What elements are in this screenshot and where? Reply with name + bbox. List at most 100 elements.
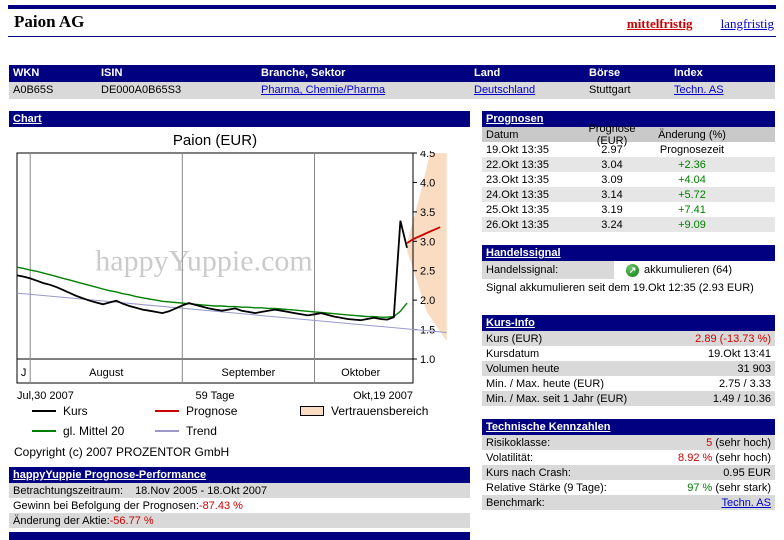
prognosen-row: 19.Okt 13:35 2.97 Prognosezeit: [482, 142, 775, 157]
row-label: Kursdatum: [486, 347, 540, 360]
value-part: 8.92 %: [678, 451, 713, 464]
info-value-link[interactable]: Pharma, Chemie/Pharma: [261, 84, 386, 96]
table-row: Min. / Max. heute (EUR) 2.75 / 3.33: [482, 376, 775, 391]
plot-border: [16, 152, 414, 384]
legend-item: Prognose: [155, 403, 300, 418]
kurs-info-rows: Kurs (EUR) 2.89 (-13.73 %) Kursdatum 19.Okt…: [482, 331, 775, 406]
info-value-link[interactable]: Deutschland: [474, 84, 536, 96]
prognosen-aenderung: +7.41: [678, 203, 706, 216]
prognosen-wert: 3.24: [601, 218, 623, 231]
info-table: WKN ISIN Branche, Sektor Land Börse Index A0B6…: [9, 65, 775, 99]
row-value: -87.43 %: [198, 499, 243, 512]
page: Paion AG mittelfristig langfristig WKN ISI…: [0, 5, 784, 540]
left-column: Chart Paion (EUR) happyYuppie.com J August…: [9, 111, 470, 540]
row-label: Benchmark:: [486, 496, 545, 509]
prognosen-aenderung: +9.09: [678, 218, 706, 231]
info-header-cell: Branche, Sektor: [257, 65, 470, 82]
info-header-cell: ISIN: [97, 65, 257, 82]
table-row: Volumen heute 31 903: [482, 361, 775, 376]
kennzahlen-section-bar: Technische Kennzahlen: [482, 419, 775, 435]
benchmark-link[interactable]: Techn. AS: [721, 496, 771, 509]
prognosen-section-link[interactable]: Prognosen: [486, 113, 544, 125]
row-value: Techn. AS: [721, 497, 771, 509]
legend-label: Prognose: [186, 403, 238, 418]
handelssignal-row: Handelssignal: ↗ akkumulieren (64): [482, 261, 775, 279]
performance-section-bar: happyYuppie Prognose-Performance: [9, 467, 470, 483]
legend-label: Kurs: [63, 403, 88, 418]
right-column: Prognosen Datum Prognose (EUR) Änderung (%…: [482, 111, 775, 540]
signal-value: akkumulieren (64): [644, 264, 733, 276]
prognosen-aenderung: Prognosezeit: [659, 143, 725, 156]
value-part: 97 %: [687, 481, 713, 494]
row-value: 5 (sehr hoch): [706, 437, 771, 449]
info-value-link[interactable]: Techn. AS: [674, 84, 724, 96]
kennzahlen-rows: Risikoklasse: 5 (sehr hoch) Volatilität: 8.…: [482, 435, 775, 510]
month-label: August: [89, 367, 123, 379]
legend-item: Kurs: [32, 403, 155, 418]
month-label: J: [21, 367, 27, 379]
info-header-cell: Index: [670, 65, 775, 82]
x-span-label: 59 Tage: [196, 390, 235, 402]
chart-section-link[interactable]: Chart: [13, 113, 42, 125]
info-value-cell: A0B65S: [9, 82, 97, 99]
row-label: Relative Stärke (9 Tage):: [486, 481, 607, 494]
row-label: Risikoklasse:: [486, 436, 551, 449]
row-label: Betrachtungszeitraum:: [13, 484, 124, 497]
kennzahlen-section-link[interactable]: Technische Kennzahlen: [486, 421, 611, 433]
prognosen-datum: 22.Okt 13:35: [486, 158, 549, 171]
prognosen-section-bar: Prognosen: [482, 111, 775, 127]
row-label: Kurs (EUR): [486, 332, 543, 345]
nav-link[interactable]: langfristig: [720, 16, 774, 31]
row-label: Gewinn bei Befolgung der Prognosen:: [13, 499, 199, 512]
table-row: Min. / Max. seit 1 Jahr (EUR) 1.49 / 10.3…: [482, 391, 775, 406]
kennzahlen-panel: Technische Kennzahlen Risikoklasse: 5 (se…: [482, 419, 775, 510]
prognosen-wert: 3.09: [601, 173, 623, 186]
row-value: 19.Okt 13:41: [708, 347, 771, 360]
legend-item: gl. Mittel 20: [32, 423, 155, 438]
handelssignal-section-link[interactable]: Handelssignal: [486, 247, 561, 259]
table-row: Kursdatum 19.Okt 13:41: [482, 346, 775, 361]
prognosen-column-headers: Datum Prognose (EUR) Änderung (%): [482, 123, 775, 147]
legend-label: gl. Mittel 20: [63, 423, 125, 438]
prognosen-aenderung: +2.36: [678, 158, 706, 171]
row-label: Min. / Max. heute (EUR): [486, 377, 604, 390]
table-row: Volatilität: 8.92 % (sehr hoch): [482, 450, 775, 465]
prognosen-datum: 25.Okt 13:35: [486, 203, 549, 216]
top-rule: [8, 5, 776, 9]
prognosen-wert: 3.19: [601, 203, 623, 216]
row-value: 8.92 % (sehr hoch): [678, 452, 771, 464]
signal-up-arrow-icon: ↗: [626, 263, 639, 277]
handelssignal-panel: Handelssignal Handelssignal: ↗ akkumulie…: [482, 245, 775, 295]
y-tick-label: 4.5: [420, 151, 435, 160]
prognosen-wert: 3.14: [601, 188, 623, 201]
kurs-info-panel: Kurs-Info Kurs (EUR) 2.89 (-13.73 %) Kursd…: [482, 315, 775, 406]
signal-since-text: Signal akkumulieren seit dem 19.Okt 12:3…: [486, 282, 754, 294]
series-line: [406, 226, 441, 244]
table-row: Benchmark: Techn. AS: [482, 495, 775, 510]
prognosen-column-header: Prognose (EUR): [588, 122, 636, 147]
row-value: 18.Nov 2005 - 18.Okt 2007: [135, 484, 268, 497]
price-chart: happyYuppie.com J August September Oktober 4.…: [9, 148, 469, 403]
prognosen-row: 22.Okt 13:35 3.04 +2.36: [482, 157, 775, 172]
prognosen-aenderung: +5.72: [678, 188, 706, 201]
prognosen-panel: Prognosen Datum Prognose (EUR) Änderung (%…: [482, 111, 775, 232]
y-tick-label: 2.5: [420, 266, 435, 278]
performance-row: Gewinn bei Befolgung der Prognosen: -87.4…: [9, 498, 470, 513]
value-part: (sehr stark): [712, 481, 771, 494]
value-part: 0.95 EUR: [723, 466, 771, 479]
info-header-cell: Börse: [585, 65, 670, 82]
nav-link[interactable]: mittelfristig: [626, 16, 693, 31]
row-label: Volatilität:: [486, 451, 534, 464]
row-label: Min. / Max. seit 1 Jahr (EUR): [486, 392, 628, 405]
legend-label: Vertrauensbereich: [331, 403, 429, 418]
info-value-text: DE000A0B65S3: [101, 84, 182, 96]
performance-row: Änderung der Aktie: -56.77 %: [9, 513, 470, 528]
chart-legend: Kurs Prognose Vertrauensbereich gl. Mittel …: [32, 403, 452, 438]
prognosen-row: 25.Okt 13:35 3.19 +7.41: [482, 202, 775, 217]
y-tick-label: 3.5: [420, 207, 435, 219]
chart-section-bar: Chart: [9, 111, 470, 127]
kurs-info-section-link[interactable]: Kurs-Info: [486, 317, 535, 329]
performance-section-link[interactable]: happyYuppie Prognose-Performance: [13, 469, 207, 481]
row-label: Kurs nach Crash:: [486, 466, 571, 479]
row-value: 0.95 EUR: [723, 467, 771, 479]
